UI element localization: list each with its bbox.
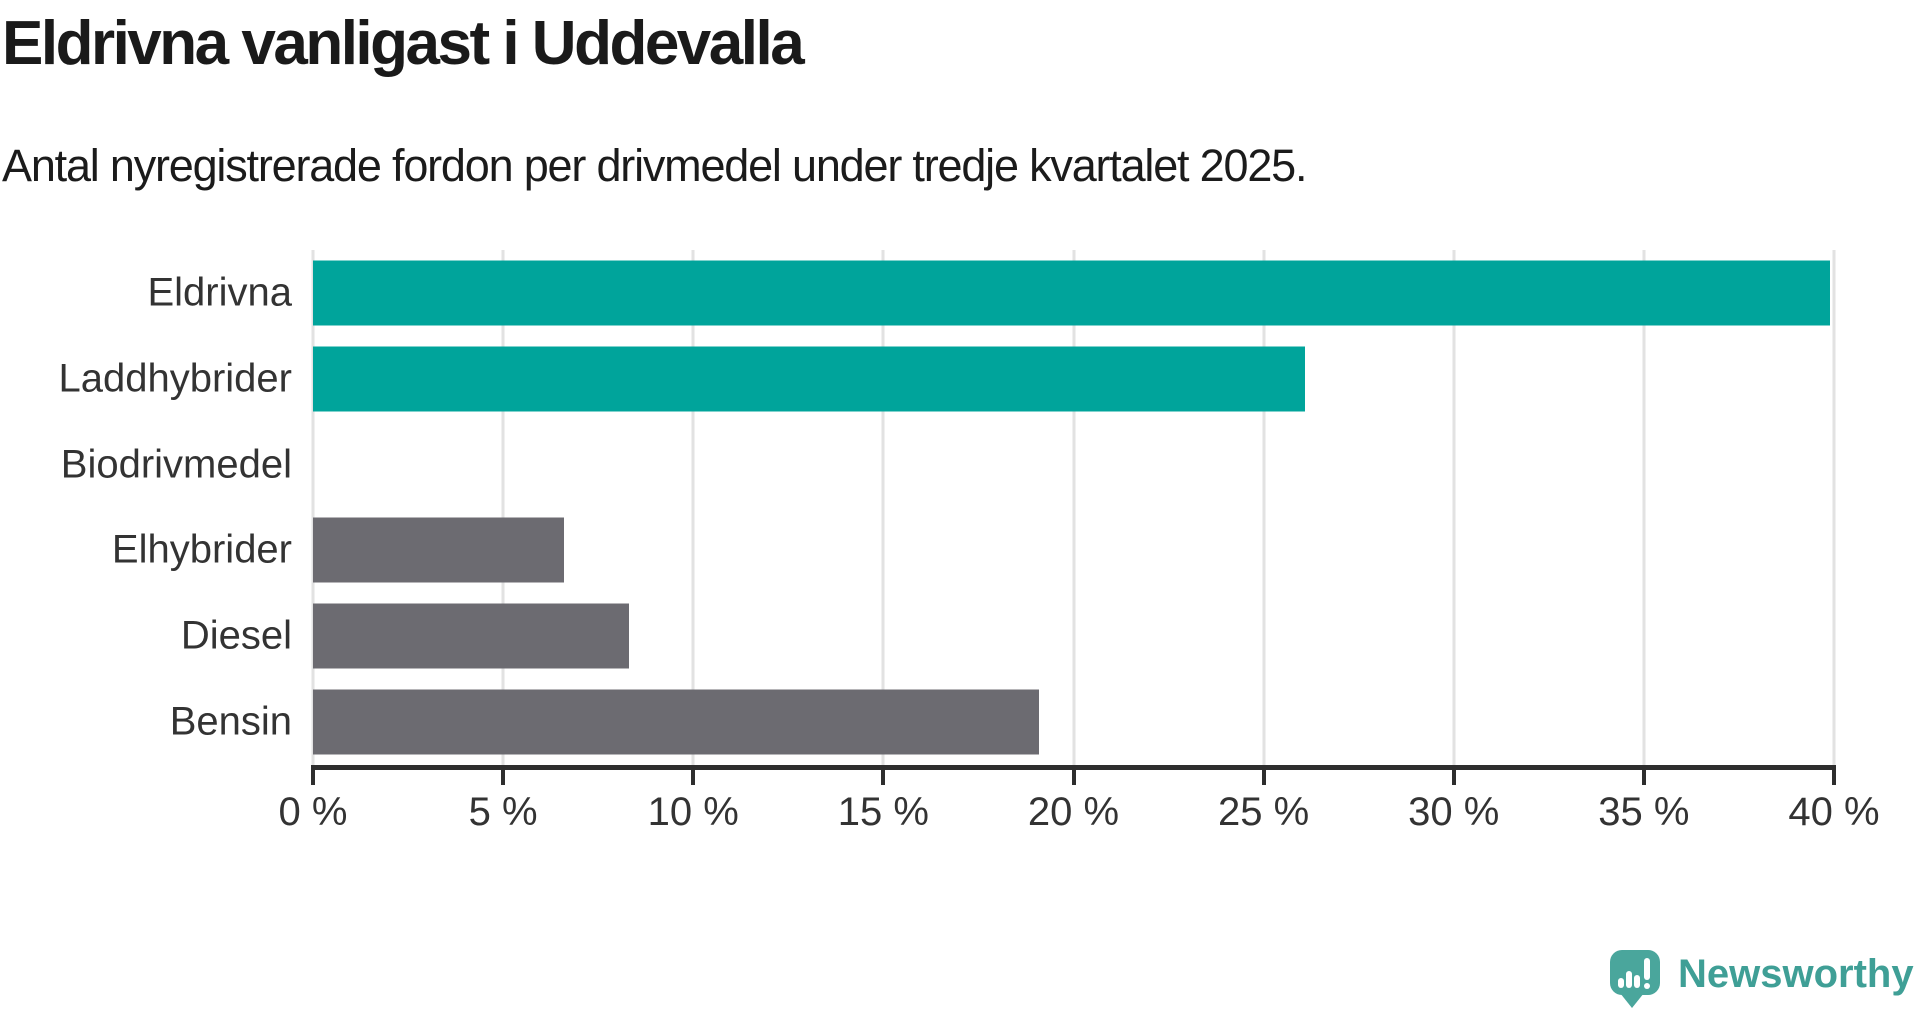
bar [313,603,629,669]
bar [313,689,1040,755]
gridline [501,250,505,765]
gridline [691,250,695,765]
gridline [881,250,885,765]
bar-chart-plot-area: Eldrivna Laddhybrider Biodrivmedel Elhybrid… [59,250,1880,834]
logo-chart-bar-icon [1634,975,1640,988]
bar-rows: Eldrivna Laddhybrider Biodrivmedel Elhybrid… [59,250,1834,765]
axis-tick-label: 30 % [1408,790,1500,834]
bar-row: Biodrivmedel [61,422,1834,508]
axis-tick [1832,768,1836,785]
gridline [1642,250,1646,765]
category-label: Elhybrider [111,527,292,572]
axis-tick-label: 0 % [278,790,348,834]
newsworthy-logo-icon [1610,950,1660,995]
chart-subtitle: Antal nyregistrerade fordon per drivmede… [2,140,1307,191]
bar [313,346,1306,412]
category-label: Diesel [180,613,292,658]
gridline [1452,250,1456,765]
category-label: Eldrivna [147,270,292,315]
gridline [311,250,315,765]
category-label: Bensin [169,699,292,744]
bar-row: Bensin [170,679,1834,765]
axis-tick [1071,768,1076,785]
logo-chart-bar-icon [1626,971,1632,988]
bar-row: Diesel [181,593,1834,679]
gridline [1262,250,1266,765]
logo-exclamation-icon [1644,983,1650,989]
gridline [1832,250,1836,765]
axis-tick [501,768,506,785]
axis-tick [881,768,886,785]
bar [313,517,564,583]
category-label: Biodrivmedel [60,442,292,487]
axis-tick-label: 15 % [837,790,929,834]
bar-row: Eldrivna [147,250,1834,336]
axis-tick-label: 25 % [1218,790,1310,834]
logo-chart-bar-icon [1618,978,1624,988]
axis-tick-label: 20 % [1027,790,1120,834]
axis-tick [311,768,315,785]
axis-tick [1261,768,1266,785]
x-axis-line [311,765,1836,770]
bar-row: Elhybrider [112,507,1834,593]
axis-tick [1451,768,1456,785]
category-label: Laddhybrider [58,356,293,401]
axis-tick-label: 5 % [468,790,538,834]
logo-exclamation-icon [1644,958,1650,980]
axis-tick [691,768,696,785]
axis-tick-label: 35 % [1598,790,1690,834]
newsworthy-logo-tail [1620,993,1644,1008]
axis-tick-label: 40 % [1788,790,1880,834]
bar-row: Laddhybrider [59,336,1834,422]
chart-title: Eldrivna vanligast i Uddevalla [2,9,805,78]
bar [313,260,1831,326]
axis-tick [1641,768,1646,785]
newsworthy-logo-text: Newsworthy [1678,952,1914,996]
axis-tick-label: 10 % [647,790,739,834]
gridline [1072,250,1075,765]
